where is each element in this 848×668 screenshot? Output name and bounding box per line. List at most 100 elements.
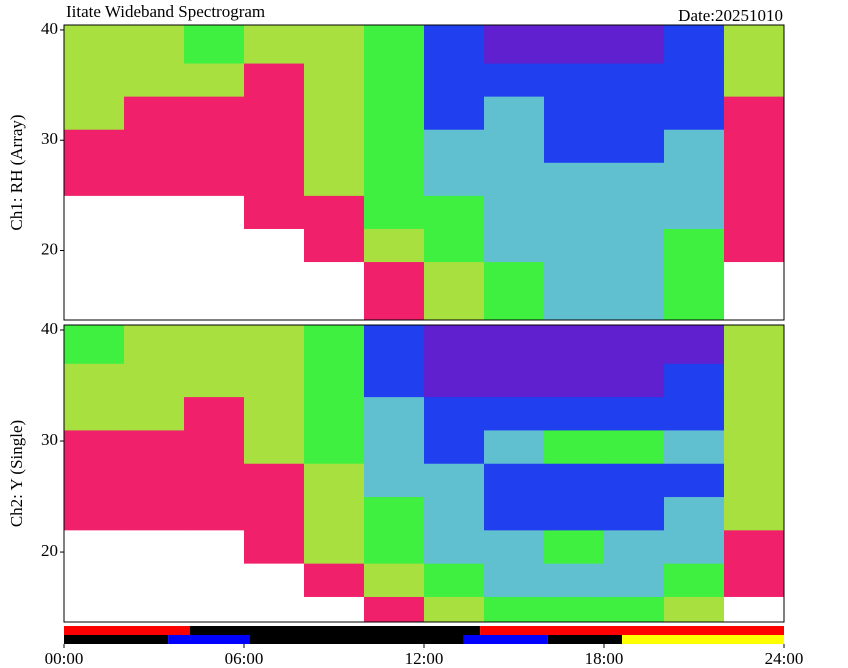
heatmap-cell <box>64 363 125 398</box>
heatmap-cell <box>64 195 125 229</box>
heatmap-cell <box>244 496 305 531</box>
heatmap-cell <box>64 396 125 431</box>
plot-frame <box>63 324 785 623</box>
heatmap-cell <box>244 429 305 464</box>
heatmap-cell <box>364 261 425 296</box>
heatmap-cell <box>604 563 665 597</box>
heatmap-cell <box>364 325 425 364</box>
heatmap-cell <box>244 563 305 597</box>
heatmap-cell <box>664 228 725 263</box>
heatmap-cell <box>124 563 185 597</box>
heatmap-cell <box>544 129 605 163</box>
heatmap-cell <box>184 563 245 597</box>
heatmap-cell <box>544 25 605 64</box>
heatmap-cell <box>184 429 245 464</box>
heatmap-cell <box>544 596 605 623</box>
heatmap-cell <box>664 129 725 163</box>
heatmap-cell <box>244 195 305 229</box>
heatmap-cell <box>244 96 305 130</box>
heatmap-cell <box>484 294 545 321</box>
heatmap-cell <box>664 363 725 398</box>
heatmap-cell <box>124 363 185 398</box>
heatmap-cell <box>604 363 665 398</box>
heatmap-cell <box>544 496 605 531</box>
heatmap-cell <box>604 463 665 498</box>
heatmap-cell <box>244 294 305 321</box>
heatmap-cell <box>664 63 725 97</box>
heatmap-cell <box>124 596 185 623</box>
heatmap-cell <box>664 563 725 597</box>
heatmap-cell <box>544 63 605 97</box>
heatmap-cell <box>124 496 185 531</box>
heatmap-cell <box>64 96 125 130</box>
heatmap-cell <box>304 529 365 564</box>
heatmap-cell <box>184 496 245 531</box>
heatmap-cell <box>124 396 185 431</box>
heatmap-cell <box>424 162 485 196</box>
heatmap-cell <box>64 529 125 564</box>
heatmap-cell <box>364 162 425 196</box>
heatmap-cell <box>364 596 425 623</box>
heatmap-cell <box>484 129 545 163</box>
heatmap-cell <box>544 162 605 196</box>
heatmap-cell <box>664 162 725 196</box>
heatmap-cell <box>604 261 665 296</box>
status-segment <box>64 626 190 635</box>
x-tick-label: 24:00 <box>765 649 804 668</box>
status-segment <box>190 626 481 635</box>
heatmap-cell <box>244 529 305 564</box>
heatmap-cell <box>304 363 365 398</box>
heatmap-cell <box>64 563 125 597</box>
heatmap-cell <box>364 363 425 398</box>
heatmap-cell <box>604 396 665 431</box>
heatmap-cell <box>724 294 785 321</box>
heatmap-cell <box>424 294 485 321</box>
heatmap-cell <box>544 563 605 597</box>
heatmap-cell <box>604 195 665 229</box>
heatmap-cell <box>124 463 185 498</box>
heatmap-cell <box>424 325 485 364</box>
heatmap-cell <box>664 325 725 364</box>
heatmap-cell <box>604 129 665 163</box>
heatmap-cell <box>364 129 425 163</box>
heatmap-cell <box>484 195 545 229</box>
heatmap-cell <box>724 596 785 623</box>
heatmap-cell <box>124 228 185 263</box>
heatmap-cell <box>604 63 665 97</box>
heatmap-cell <box>124 325 185 364</box>
heatmap-cell <box>664 429 725 464</box>
heatmap-cell <box>664 195 725 229</box>
heatmap-cell <box>604 429 665 464</box>
heatmap-cell <box>664 261 725 296</box>
heatmap-cell <box>64 463 125 498</box>
heatmap-cell <box>244 363 305 398</box>
heatmap-cell <box>484 529 545 564</box>
heatmap-cell <box>304 429 365 464</box>
heatmap-cell <box>244 162 305 196</box>
heatmap-cell <box>484 429 545 464</box>
heatmap-cell <box>244 261 305 296</box>
heatmap-cell <box>604 529 665 564</box>
heatmap-cell <box>304 96 365 130</box>
status-segment <box>463 635 548 644</box>
heatmap-cell <box>124 429 185 464</box>
heatmap-cell <box>64 162 125 196</box>
heatmap-cell <box>364 463 425 498</box>
heatmap-cell <box>484 96 545 130</box>
heatmap-cell <box>64 496 125 531</box>
heatmap-cell <box>124 195 185 229</box>
heatmap-cell <box>64 294 125 321</box>
heatmap-cell <box>664 496 725 531</box>
heatmap-cell <box>304 563 365 597</box>
heatmap-cell <box>364 25 425 64</box>
heatmap-cell <box>64 596 125 623</box>
heatmap-cell <box>184 228 245 263</box>
heatmap-cell <box>484 25 545 64</box>
heatmap-cell <box>724 463 785 498</box>
heatmap-cell <box>664 25 725 64</box>
heatmap-cell <box>184 294 245 321</box>
heatmap-cell <box>484 162 545 196</box>
heatmap-cell <box>244 463 305 498</box>
heatmap-cell <box>724 96 785 130</box>
status-segment <box>168 635 250 644</box>
